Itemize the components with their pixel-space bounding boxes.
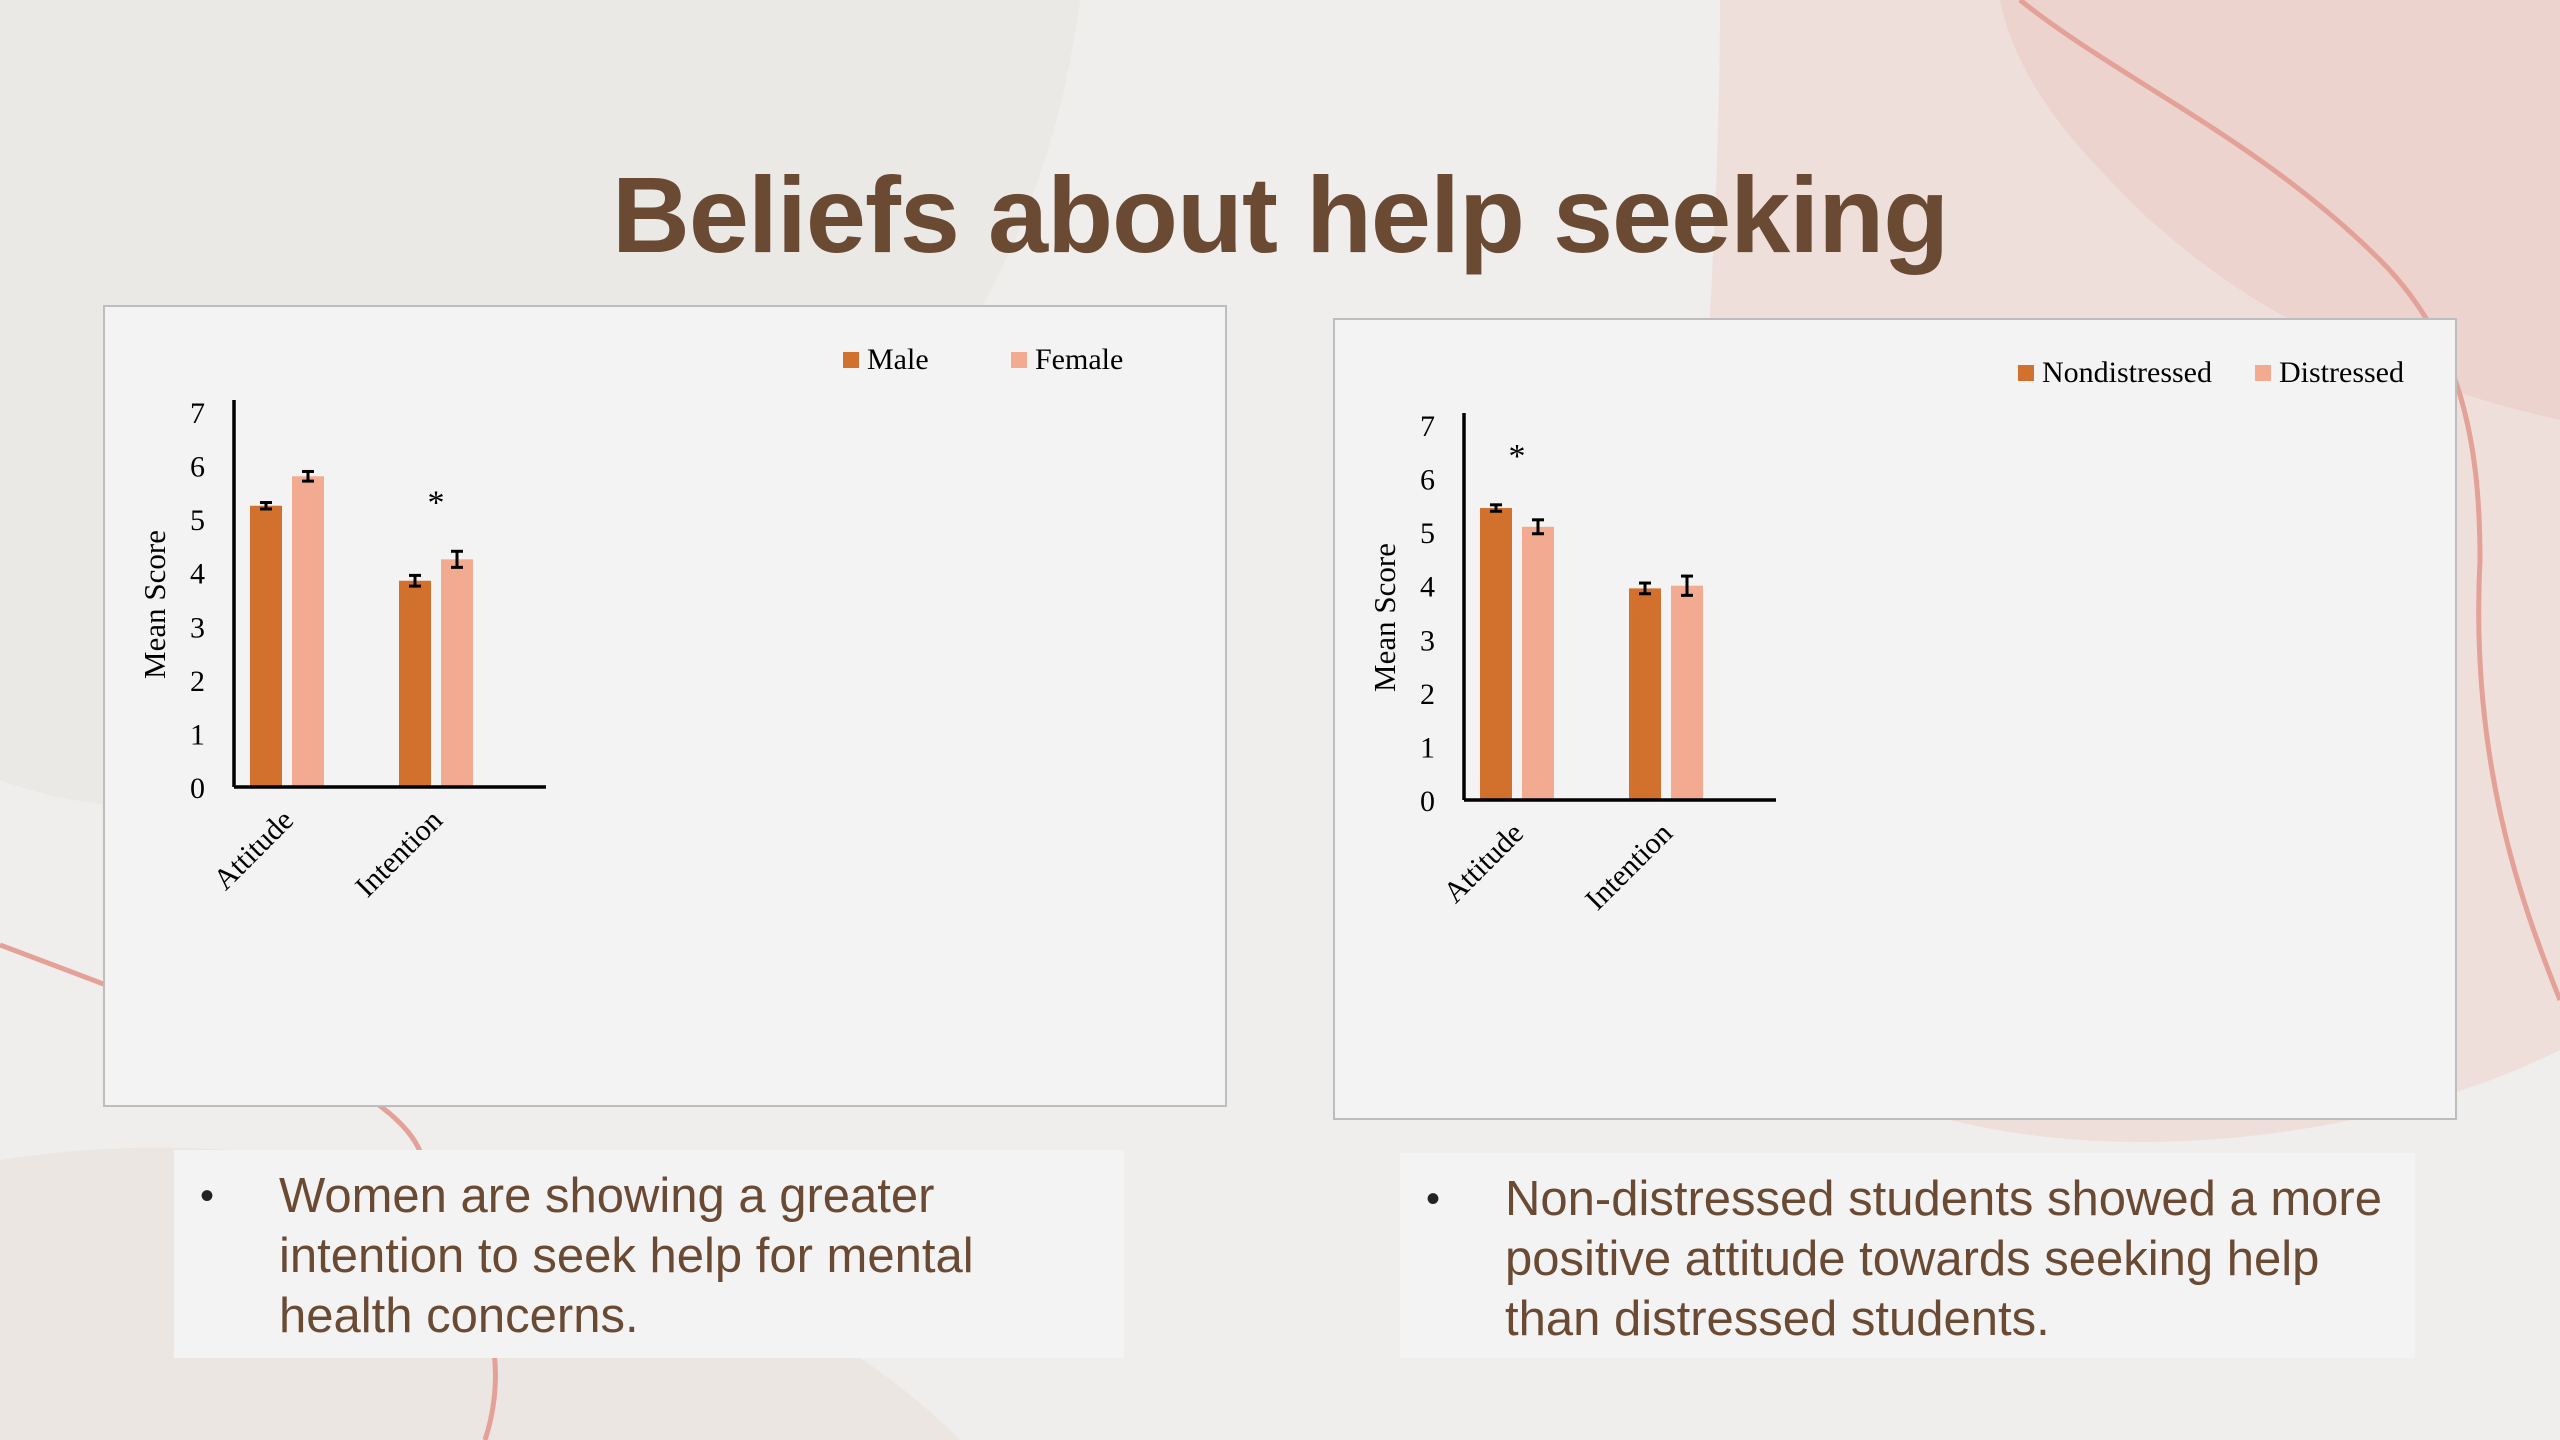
y-tick-label: 2 [190,665,205,698]
x-tick-label: Intention [1579,817,1679,917]
bar-distressed-intention [1671,585,1703,800]
y-tick-label: 6 [1420,464,1435,497]
legend-label: Male [867,343,929,376]
legend-swatch [1011,352,1027,368]
significance-marker: * [1509,438,1526,475]
bar-distressed-attitude [1522,526,1554,800]
x-tick-label: Intention [349,804,449,904]
legend-swatch [2255,365,2271,381]
error-bar [302,469,314,483]
y-tick-label: 1 [190,718,205,751]
legend-swatch [2018,365,2034,381]
bullet: • [1426,1177,1441,1221]
y-axis-label: Mean Score [1367,543,1402,692]
y-tick-label: 5 [190,504,205,537]
caption-text: Women are showing a greater intention to… [279,1169,974,1343]
y-tick-label: 2 [1420,678,1435,711]
bar-chart-gender: 0 1 2 3 4 5 6 7 Mean Score Attitude Intention * Male… [137,343,1123,904]
error-bar [1532,518,1544,536]
caption-gender: • Women are showing a greater intention … [174,1150,1124,1358]
bar-female-intention [441,559,473,787]
significance-marker: * [428,484,445,521]
y-tick-label: 7 [190,397,205,430]
bar-female-attitude [292,476,324,787]
slide-title: Beliefs about help seeking [611,154,1949,275]
y-tick-label: 0 [1420,785,1435,818]
bar-male-intention [399,580,431,787]
y-tick-label: 1 [1420,731,1435,764]
y-tick-label: 4 [1420,571,1435,604]
legend-label: Distressed [2279,356,2404,389]
chart-panel-distress: 0 1 2 3 4 5 6 7 Mean Score Attitude Intention * Nond… [1333,318,2457,1120]
bar-nondistressed-attitude [1480,508,1512,800]
y-tick-label: 3 [1420,624,1435,657]
error-bar [1490,503,1502,513]
legend-label: Female [1035,343,1123,376]
caption-distress: • Non-distressed students showed a more … [1400,1153,2415,1358]
caption-text: Non-distressed students showed a more po… [1505,1172,2382,1346]
y-tick-label: 0 [190,772,205,805]
bar-nondistressed-intention [1629,588,1661,800]
legend-swatch [843,352,859,368]
x-tick-label: Attitude [1437,817,1530,910]
bullet: • [200,1174,215,1218]
error-bar [451,549,463,569]
error-bar [1681,574,1693,597]
y-tick-label: 5 [1420,517,1435,550]
x-tick-label: Attitude [207,804,300,897]
legend-label: Nondistressed [2042,356,2212,389]
error-bar [260,501,272,511]
error-bar [409,573,421,588]
chart-panel-gender: 0 1 2 3 4 5 6 7 Mean Score Attitude Intention * Male… [103,305,1227,1107]
y-tick-label: 3 [190,611,205,644]
bar-chart-distress: 0 1 2 3 4 5 6 7 Mean Score Attitude Intention * Nond… [1367,356,2404,917]
y-tick-label: 7 [1420,410,1435,443]
bar-male-attitude [250,505,282,787]
y-tick-label: 4 [190,558,205,591]
y-tick-label: 6 [190,451,205,484]
y-axis-label: Mean Score [137,530,172,679]
error-bar [1639,581,1651,596]
